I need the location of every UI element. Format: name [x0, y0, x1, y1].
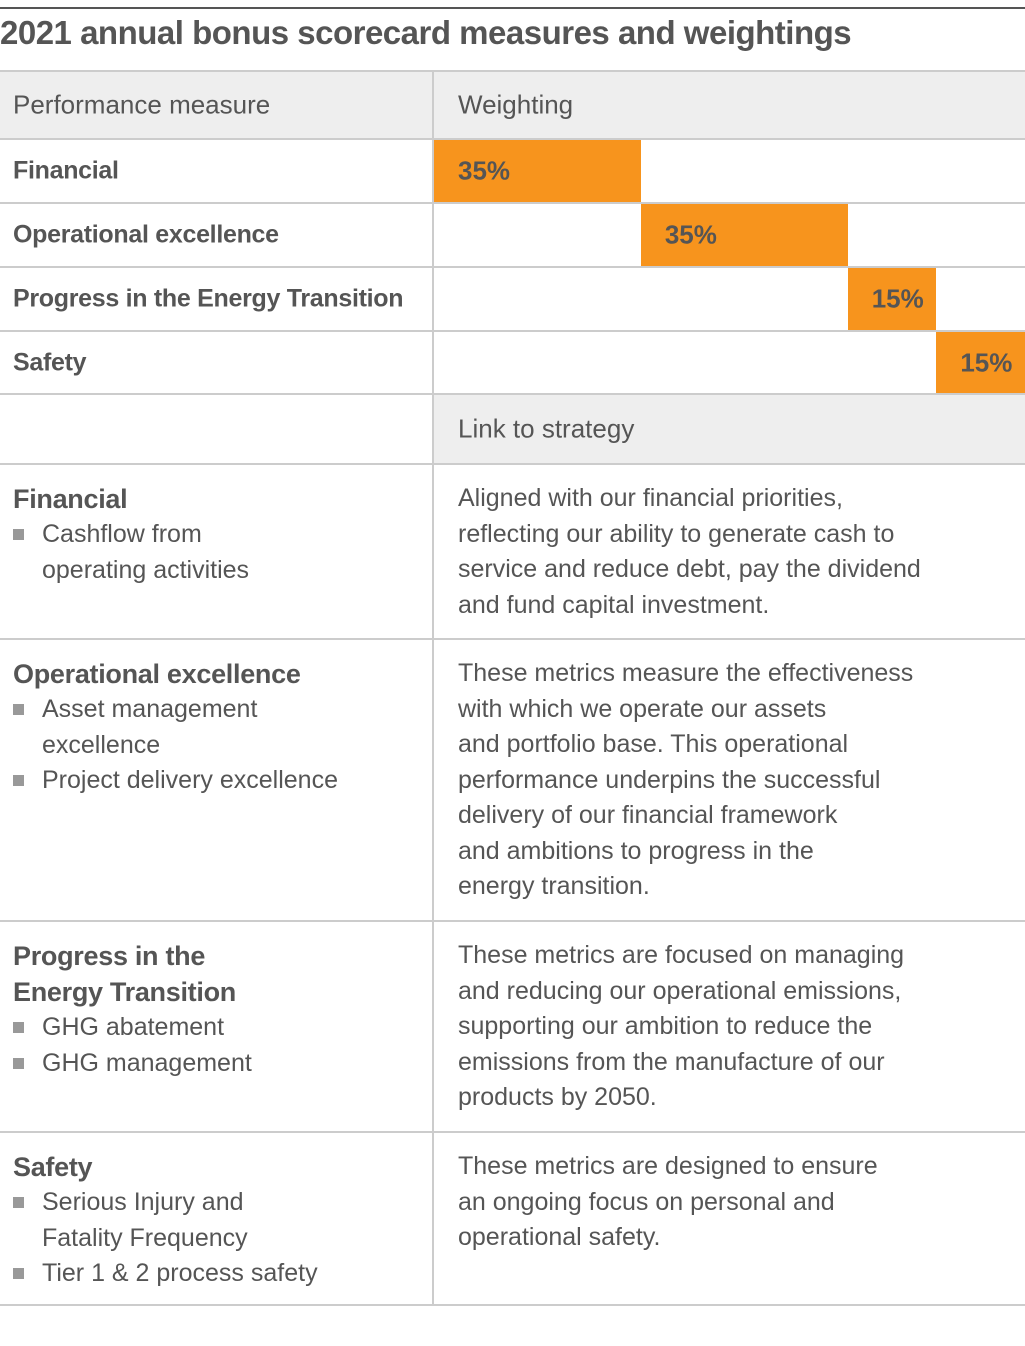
weighting-bar: 35%	[640, 204, 848, 266]
header-cell-strategy: Link to strategy	[434, 395, 1025, 463]
column-header: Link to strategy	[458, 413, 635, 444]
bullet-item: Serious Injury and Fatality Frequency	[13, 1185, 432, 1256]
bullet-square-icon	[13, 775, 24, 786]
bullet-item: GHG abatement	[13, 1010, 432, 1046]
bullet-item: Cashflow from operating activities	[13, 517, 432, 588]
strategy-text-line: These metrics are designed to ensure	[458, 1152, 878, 1180]
strategy-text-cell: These metrics are designed to ensure an o…	[434, 1133, 1025, 1304]
strategy-text-line: supporting our ambition to reduce the	[458, 1012, 873, 1040]
measure-cell: Progress in the Energy Transition	[0, 268, 434, 330]
section-title: Progress in the	[13, 941, 206, 971]
measure-detail-cell: Safety Serious Injury and Fatality Frequen…	[0, 1133, 434, 1304]
weighting-value: 35%	[458, 155, 511, 186]
strategy-text-line: service and reduce debt, pay the dividen…	[458, 555, 921, 583]
strategy-text: Aligned with our financial priorities, re…	[458, 481, 1015, 623]
strategy-text-line: and reducing our operational emissions,	[458, 976, 902, 1005]
strategy-section-row: Operational excellence Asset management ex…	[0, 638, 1025, 920]
strategy-text-cell: These metrics measure the effectiveness w…	[434, 640, 1025, 920]
bullet-text: Asset management	[42, 695, 258, 723]
weighting-bar: 15%	[936, 332, 1025, 393]
header-cell-weighting: Weighting	[434, 72, 1025, 138]
bullet-square-icon	[13, 1197, 24, 1208]
measure-label: Safety	[13, 348, 87, 376]
strategy-text: These metrics are focused on managing and…	[458, 938, 1015, 1116]
bullet-text: Project delivery excellence	[42, 766, 338, 794]
measure-detail-cell: Financial Cashflow from operating activiti…	[0, 465, 434, 638]
bullet-item: Project delivery excellence	[13, 763, 432, 799]
strategy-text-line: Aligned with our financial priorities,	[458, 484, 843, 512]
bullet-square-icon	[13, 704, 24, 715]
header-cell-measure: Performance measure	[0, 72, 434, 138]
measure-detail-cell: Operational excellence Asset management ex…	[0, 640, 434, 920]
weighting-value: 15%	[960, 347, 1013, 377]
measure-cell: Financial	[0, 140, 434, 202]
strategy-text-line: products by 2050.	[458, 1083, 657, 1111]
strategy-section-row: Financial Cashflow from operating activiti…	[0, 463, 1025, 638]
weighting-cell: 15%	[434, 332, 1025, 393]
weighting-row: Safety 15%	[0, 330, 1025, 393]
bullet-text: Cashflow from	[42, 520, 202, 548]
weighting-header-row: Performance measure Weighting	[0, 70, 1025, 138]
strategy-section-row: Safety Serious Injury and Fatality Frequen…	[0, 1131, 1025, 1306]
strategy-text-line: an ongoing focus on personal and	[458, 1187, 835, 1216]
strategy-text-line: energy transition.	[458, 872, 650, 900]
strategy-text-cell: These metrics are focused on managing and…	[434, 922, 1025, 1131]
strategy-text-line: performance underpins the successful	[458, 765, 881, 794]
strategy-text-line: operational safety.	[458, 1223, 661, 1251]
weighting-value: 35%	[664, 219, 717, 250]
bullet-square-icon	[13, 1268, 24, 1279]
bullet-text: Tier 1 & 2 process safety	[42, 1259, 318, 1287]
measure-label: Operational excellence	[13, 220, 279, 249]
weighting-value: 15%	[871, 283, 924, 314]
strategy-text-line: emissions from the manufacture of our	[458, 1047, 885, 1076]
measure-cell: Operational excellence	[0, 204, 434, 266]
header-cell-empty	[0, 395, 434, 463]
weighting-cell: 15%	[434, 268, 1025, 330]
strategy-header-row: Link to strategy	[0, 393, 1025, 463]
bullet-text: operating activities	[42, 555, 250, 584]
weighting-row: Progress in the Energy Transition 15%	[0, 266, 1025, 330]
strategy-text-line: and portfolio base. This operational	[458, 730, 849, 758]
bullet-text: Serious Injury and	[42, 1188, 244, 1216]
weighting-row: Financial 35%	[0, 138, 1025, 202]
bullet-item: Tier 1 & 2 process safety	[13, 1256, 432, 1292]
strategy-section-row: Progress in the Energy Transition GHG abat…	[0, 920, 1025, 1131]
strategy-text-line: and fund capital investment.	[458, 590, 770, 619]
section-title: Safety	[13, 1152, 93, 1182]
top-rule	[0, 7, 1025, 9]
strategy-text-cell: Aligned with our financial priorities, re…	[434, 465, 1025, 638]
bullet-text: Fatality Frequency	[42, 1223, 248, 1252]
bullet-item: Asset management excellence	[13, 692, 432, 763]
measure-label: Progress in the Energy Transition	[13, 284, 404, 313]
bullet-text: excellence	[42, 730, 161, 759]
bullet-text: GHG management	[42, 1048, 252, 1077]
strategy-text-line: with which we operate our assets	[458, 694, 827, 723]
weighting-bar: 15%	[847, 268, 937, 330]
section-title: Operational excellence	[13, 659, 301, 689]
section-title: Financial	[13, 484, 128, 514]
column-header: Performance measure	[13, 89, 271, 120]
strategy-text-line: These metrics are focused on managing	[458, 941, 905, 969]
measure-label: Financial	[13, 156, 119, 185]
section-title: Energy Transition	[13, 977, 236, 1007]
strategy-text-line: delivery of our financial framework	[458, 801, 838, 829]
bullet-item: GHG management	[13, 1046, 432, 1082]
bullet-square-icon	[13, 529, 24, 540]
measure-detail-cell: Progress in the Energy Transition GHG abat…	[0, 922, 434, 1131]
weighting-row: Operational excellence 35%	[0, 202, 1025, 266]
strategy-text: These metrics are designed to ensure an o…	[458, 1149, 1015, 1256]
bullet-square-icon	[13, 1057, 24, 1069]
measure-cell: Safety	[0, 332, 434, 393]
strategy-text-line: These metrics measure the effectiveness	[458, 659, 914, 687]
bullet-text: GHG abatement	[42, 1013, 225, 1041]
weighting-bar: 35%	[434, 140, 641, 202]
weighting-cell: 35%	[434, 140, 1025, 202]
strategy-text-line: and ambitions to progress in the	[458, 836, 814, 865]
weighting-cell: 35%	[434, 204, 1025, 266]
strategy-text-line: reflecting our ability to generate cash …	[458, 519, 895, 548]
bullet-square-icon	[13, 1022, 24, 1033]
strategy-text: These metrics measure the effectiveness w…	[458, 656, 1015, 905]
column-header: Weighting	[458, 89, 574, 120]
page-title: 2021 annual bonus scorecard measures and…	[0, 14, 852, 51]
